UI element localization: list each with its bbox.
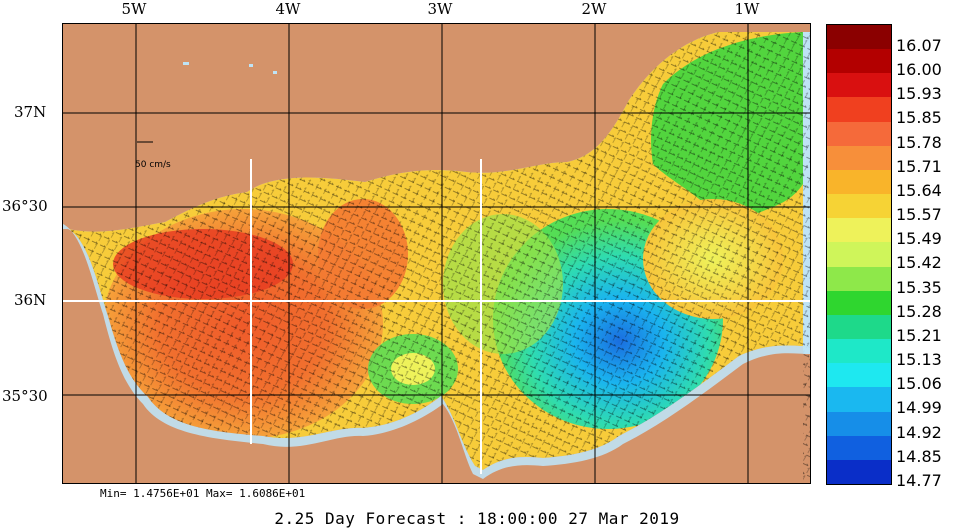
colorbar-swatch (827, 49, 891, 74)
colorbar-label: 15.13 (896, 350, 942, 370)
lat-label-36-30: 36°30 (2, 197, 48, 215)
colorbar-label: 15.64 (896, 180, 942, 200)
lon-label-1w: 1W (734, 0, 760, 18)
colorbar-label: 16.00 (896, 60, 942, 80)
colorbar-label: 15.78 (896, 132, 942, 152)
colorbar-swatch (827, 459, 891, 485)
lat-label-36n: 36N (14, 291, 47, 309)
colorbar-swatch (827, 25, 891, 50)
colorbar-label: 15.21 (896, 325, 942, 345)
colorbar-swatch (827, 363, 891, 388)
colorbar-label: 14.92 (896, 422, 942, 442)
colorbar-swatch (827, 169, 891, 195)
colorbar-label: 15.57 (896, 205, 942, 225)
colorbar-label: 15.42 (896, 253, 942, 273)
lon-label-4w: 4W (275, 0, 301, 18)
section-lines (63, 159, 810, 474)
colorbar-label: 14.85 (896, 446, 942, 466)
min-max-stats: Min= 1.4756E+01 Max= 1.6086E+01 (100, 487, 306, 500)
colorbar-swatch (827, 194, 891, 219)
colorbar-label: 14.99 (896, 398, 942, 418)
colorbar-swatch (827, 145, 891, 171)
lat-label-37n: 37N (14, 103, 47, 121)
colorbar-swatch (827, 73, 891, 98)
colorbar-swatch (827, 387, 891, 413)
colorbar-label: 15.06 (896, 374, 942, 394)
colorbar-swatch (827, 218, 891, 243)
forecast-title: 2.25 Day Forecast : 18:00:00 27 Mar 2019 (274, 509, 680, 528)
graticule (63, 24, 810, 483)
colorbar-label: 15.35 (896, 277, 942, 297)
lon-label-5w: 5W (121, 0, 147, 18)
colorbar-swatch (827, 242, 891, 268)
lon-label-2w: 2W (581, 0, 607, 18)
colorbar-swatch (827, 121, 891, 147)
colorbar-swatch (827, 339, 891, 364)
colorbar-label: 15.85 (896, 108, 942, 128)
lat-label-35-30: 35°30 (2, 387, 48, 405)
sst-current-map: 50 cm/s (62, 23, 811, 484)
colorbar-label: 15.28 (896, 301, 942, 321)
colorbar-swatch (827, 266, 891, 292)
scale-label: 50 cm/s (135, 160, 171, 170)
colorbar-label: 14.77 (896, 470, 942, 490)
colorbar-label: 15.93 (896, 84, 942, 104)
colorbar-swatch (827, 411, 891, 437)
lon-label-3w: 3W (427, 0, 453, 18)
colorbar-swatch (827, 314, 891, 340)
colorbar-swatch (827, 97, 891, 123)
map-canvas (63, 24, 810, 483)
colorbar-swatch (827, 290, 891, 316)
colorbar-label: 15.71 (896, 156, 942, 176)
colorbar-label: 15.49 (896, 229, 942, 249)
colorbar (826, 24, 892, 485)
colorbar-swatch (827, 435, 891, 461)
colorbar-label: 16.07 (896, 36, 942, 55)
